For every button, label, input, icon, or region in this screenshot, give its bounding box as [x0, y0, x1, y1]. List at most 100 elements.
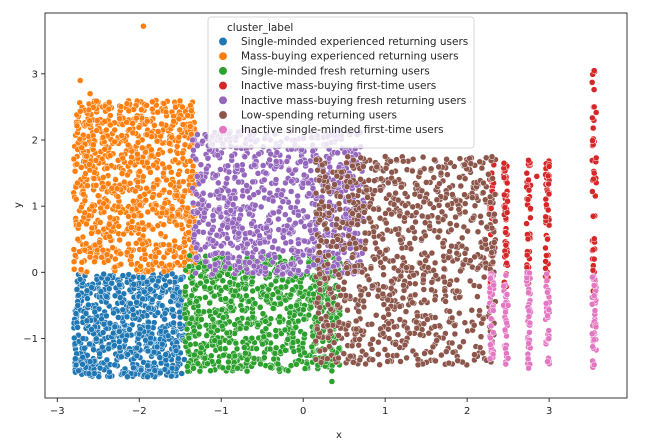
data-point — [246, 210, 253, 218]
data-point — [396, 303, 404, 310]
data-point — [544, 206, 552, 214]
data-point — [198, 344, 205, 351]
data-point — [482, 154, 490, 162]
data-point — [111, 323, 119, 331]
data-point — [213, 188, 221, 195]
data-point — [272, 277, 280, 285]
data-point — [160, 186, 168, 194]
legend-entry-label: Single-minded experienced returning user… — [241, 36, 468, 48]
legend-marker — [218, 95, 228, 105]
data-point — [369, 282, 376, 290]
data-point — [355, 308, 362, 315]
data-point — [544, 289, 551, 296]
legend-marker — [218, 125, 228, 135]
data-point — [235, 178, 242, 186]
data-point — [206, 299, 213, 307]
data-point — [211, 266, 219, 274]
data-point — [137, 212, 145, 219]
data-point — [117, 103, 125, 110]
data-point — [211, 261, 219, 268]
data-point — [365, 276, 373, 283]
data-point — [236, 325, 244, 332]
data-point — [259, 162, 267, 169]
data-point — [204, 360, 211, 368]
legend-entry-label: Mass-buying experienced returning users — [241, 51, 459, 63]
data-point — [303, 268, 311, 275]
data-point — [170, 312, 177, 320]
data-point — [467, 160, 475, 167]
data-point — [318, 161, 326, 169]
data-point — [232, 339, 240, 347]
data-point — [421, 219, 429, 226]
data-point — [83, 287, 91, 294]
data-point — [527, 214, 534, 222]
data-point — [371, 255, 378, 263]
data-point — [476, 283, 483, 290]
data-point — [372, 239, 379, 247]
data-point — [104, 275, 111, 283]
data-point — [90, 346, 97, 353]
data-point — [224, 235, 231, 242]
data-point — [480, 179, 487, 187]
data-point — [86, 161, 93, 168]
data-point — [265, 252, 272, 259]
data-point — [272, 333, 280, 340]
data-point — [272, 344, 280, 352]
data-point — [590, 336, 598, 343]
data-point — [121, 178, 128, 186]
data-point — [394, 331, 402, 338]
data-point — [84, 182, 91, 189]
data-point — [289, 286, 296, 293]
data-point — [461, 175, 469, 182]
data-point — [413, 324, 421, 332]
data-point — [219, 314, 227, 321]
data-point — [92, 182, 100, 189]
data-point — [335, 271, 342, 278]
data-point — [428, 279, 436, 286]
data-point — [445, 359, 453, 367]
data-point — [339, 246, 347, 253]
data-point — [153, 343, 161, 351]
data-point — [262, 325, 270, 332]
data-point — [212, 172, 220, 179]
data-point — [289, 329, 296, 337]
data-point — [592, 192, 599, 200]
data-point — [176, 320, 184, 328]
data-point — [385, 311, 392, 318]
data-point — [248, 220, 255, 228]
data-point — [474, 264, 482, 272]
data-point — [456, 155, 464, 162]
data-point — [491, 239, 498, 246]
data-point — [134, 150, 141, 158]
data-point — [288, 246, 295, 254]
data-point — [589, 267, 597, 274]
data-point — [197, 279, 204, 287]
data-point — [90, 175, 98, 182]
data-point — [178, 198, 186, 205]
data-point — [149, 225, 157, 233]
data-point — [360, 163, 367, 170]
data-point — [103, 251, 111, 258]
data-point — [205, 220, 212, 228]
data-point — [85, 301, 92, 309]
data-point — [362, 360, 369, 368]
data-point — [231, 195, 239, 202]
data-point — [82, 170, 89, 177]
data-point — [368, 320, 376, 328]
data-point — [523, 169, 531, 177]
data-point — [504, 302, 512, 309]
data-point — [227, 298, 235, 305]
data-point — [160, 169, 167, 177]
data-point — [289, 339, 297, 346]
data-point — [438, 351, 445, 359]
data-point — [285, 319, 293, 326]
data-point — [362, 351, 370, 359]
data-point — [352, 239, 359, 247]
data-point — [483, 223, 491, 231]
data-point — [355, 212, 363, 219]
data-point — [461, 208, 469, 216]
data-point — [407, 245, 415, 253]
data-point — [151, 367, 159, 374]
data-point — [403, 354, 410, 362]
